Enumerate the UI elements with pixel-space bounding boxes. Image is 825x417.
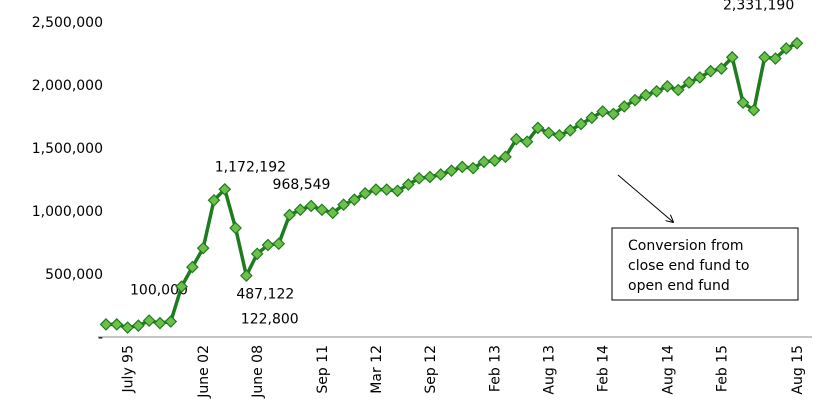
marker — [574, 117, 588, 131]
marker — [499, 150, 512, 164]
marker — [542, 126, 556, 140]
marker — [488, 154, 502, 167]
marker — [99, 318, 113, 331]
marker — [110, 318, 124, 331]
marker — [229, 221, 242, 235]
marker — [283, 208, 296, 222]
y-tick-label: 2,000,000 — [32, 78, 103, 94]
marker — [347, 193, 361, 207]
marker — [531, 121, 545, 135]
marker — [747, 103, 761, 117]
x-tick-label: Sep 12 — [423, 345, 439, 394]
marker — [779, 42, 793, 55]
annotation-arrow — [617, 174, 673, 222]
marker — [218, 182, 232, 196]
marker — [326, 206, 340, 220]
marker — [693, 71, 707, 84]
marker — [617, 100, 631, 113]
marker — [445, 164, 458, 178]
marker — [423, 170, 437, 184]
marker — [466, 161, 480, 175]
marker — [240, 269, 253, 282]
marker — [671, 83, 685, 97]
marker — [736, 96, 750, 109]
marker — [358, 187, 372, 200]
x-tick-label: Aug 13 — [542, 345, 558, 395]
x-tick-label: Aug 15 — [790, 345, 806, 395]
y-tick-label: 1,000,000 — [32, 204, 103, 220]
marker — [401, 178, 415, 191]
annotation-box — [611, 227, 799, 301]
marker — [272, 237, 286, 251]
marker — [725, 50, 739, 64]
data-label: 487,122 — [236, 287, 294, 303]
data-label: 122,800 — [241, 312, 299, 328]
marker — [596, 105, 610, 118]
marker — [607, 107, 620, 121]
marker — [553, 129, 566, 142]
data-label: 100,000 — [130, 282, 188, 298]
x-tick-label: Feb 13 — [488, 345, 504, 392]
x-tick-label: Sep 11 — [315, 345, 331, 394]
marker — [250, 247, 264, 261]
marker — [650, 84, 663, 98]
marker — [639, 88, 653, 102]
marker — [628, 93, 642, 107]
marker — [661, 79, 674, 93]
marker — [293, 203, 307, 217]
marker — [715, 62, 728, 75]
marker — [704, 64, 717, 78]
x-tick-label: June 08 — [250, 345, 266, 399]
marker — [585, 111, 599, 125]
marker — [132, 319, 145, 333]
marker — [337, 198, 350, 212]
y-tick-label: 2,500,000 — [32, 15, 103, 31]
marker — [682, 76, 696, 89]
marker — [758, 50, 771, 64]
marker — [769, 52, 782, 65]
x-tick-label: June 02 — [196, 345, 212, 399]
marker — [175, 280, 188, 293]
marker — [315, 203, 329, 217]
marker — [412, 171, 426, 185]
marker — [563, 124, 577, 137]
marker — [790, 36, 804, 50]
marker — [380, 183, 394, 196]
marker — [142, 314, 156, 327]
marker — [369, 183, 383, 196]
y-tick-label: 1,500,000 — [32, 141, 103, 157]
marker — [186, 260, 199, 274]
marker — [391, 184, 404, 198]
marker — [509, 132, 523, 146]
annotation-text: open end fund — [628, 278, 730, 294]
x-tick-label: Feb 15 — [714, 345, 730, 392]
y-tick-label: - — [98, 330, 103, 346]
x-tick-label: July 95 — [121, 345, 137, 393]
marker — [261, 238, 275, 252]
x-tick-label: Feb 14 — [596, 345, 612, 392]
marker — [207, 193, 221, 207]
data-label: 1,172,192 — [215, 159, 286, 175]
annotation-text: close end fund to — [628, 258, 749, 274]
data-label: 968,549 — [273, 177, 331, 193]
marker — [153, 316, 167, 330]
marker — [477, 155, 491, 169]
marker — [164, 315, 178, 328]
data-label: 2,331,190 — [723, 0, 794, 13]
marker — [455, 160, 469, 174]
y-tick-label: 500,000 — [45, 267, 103, 283]
annotation-text: Conversion from — [628, 238, 744, 254]
marker — [434, 168, 448, 181]
x-tick-label: Aug 14 — [660, 345, 676, 395]
x-tick-label: Mar 12 — [369, 345, 385, 394]
marker — [121, 321, 134, 334]
marker — [196, 241, 210, 255]
marker — [520, 135, 534, 149]
marker — [304, 199, 318, 213]
